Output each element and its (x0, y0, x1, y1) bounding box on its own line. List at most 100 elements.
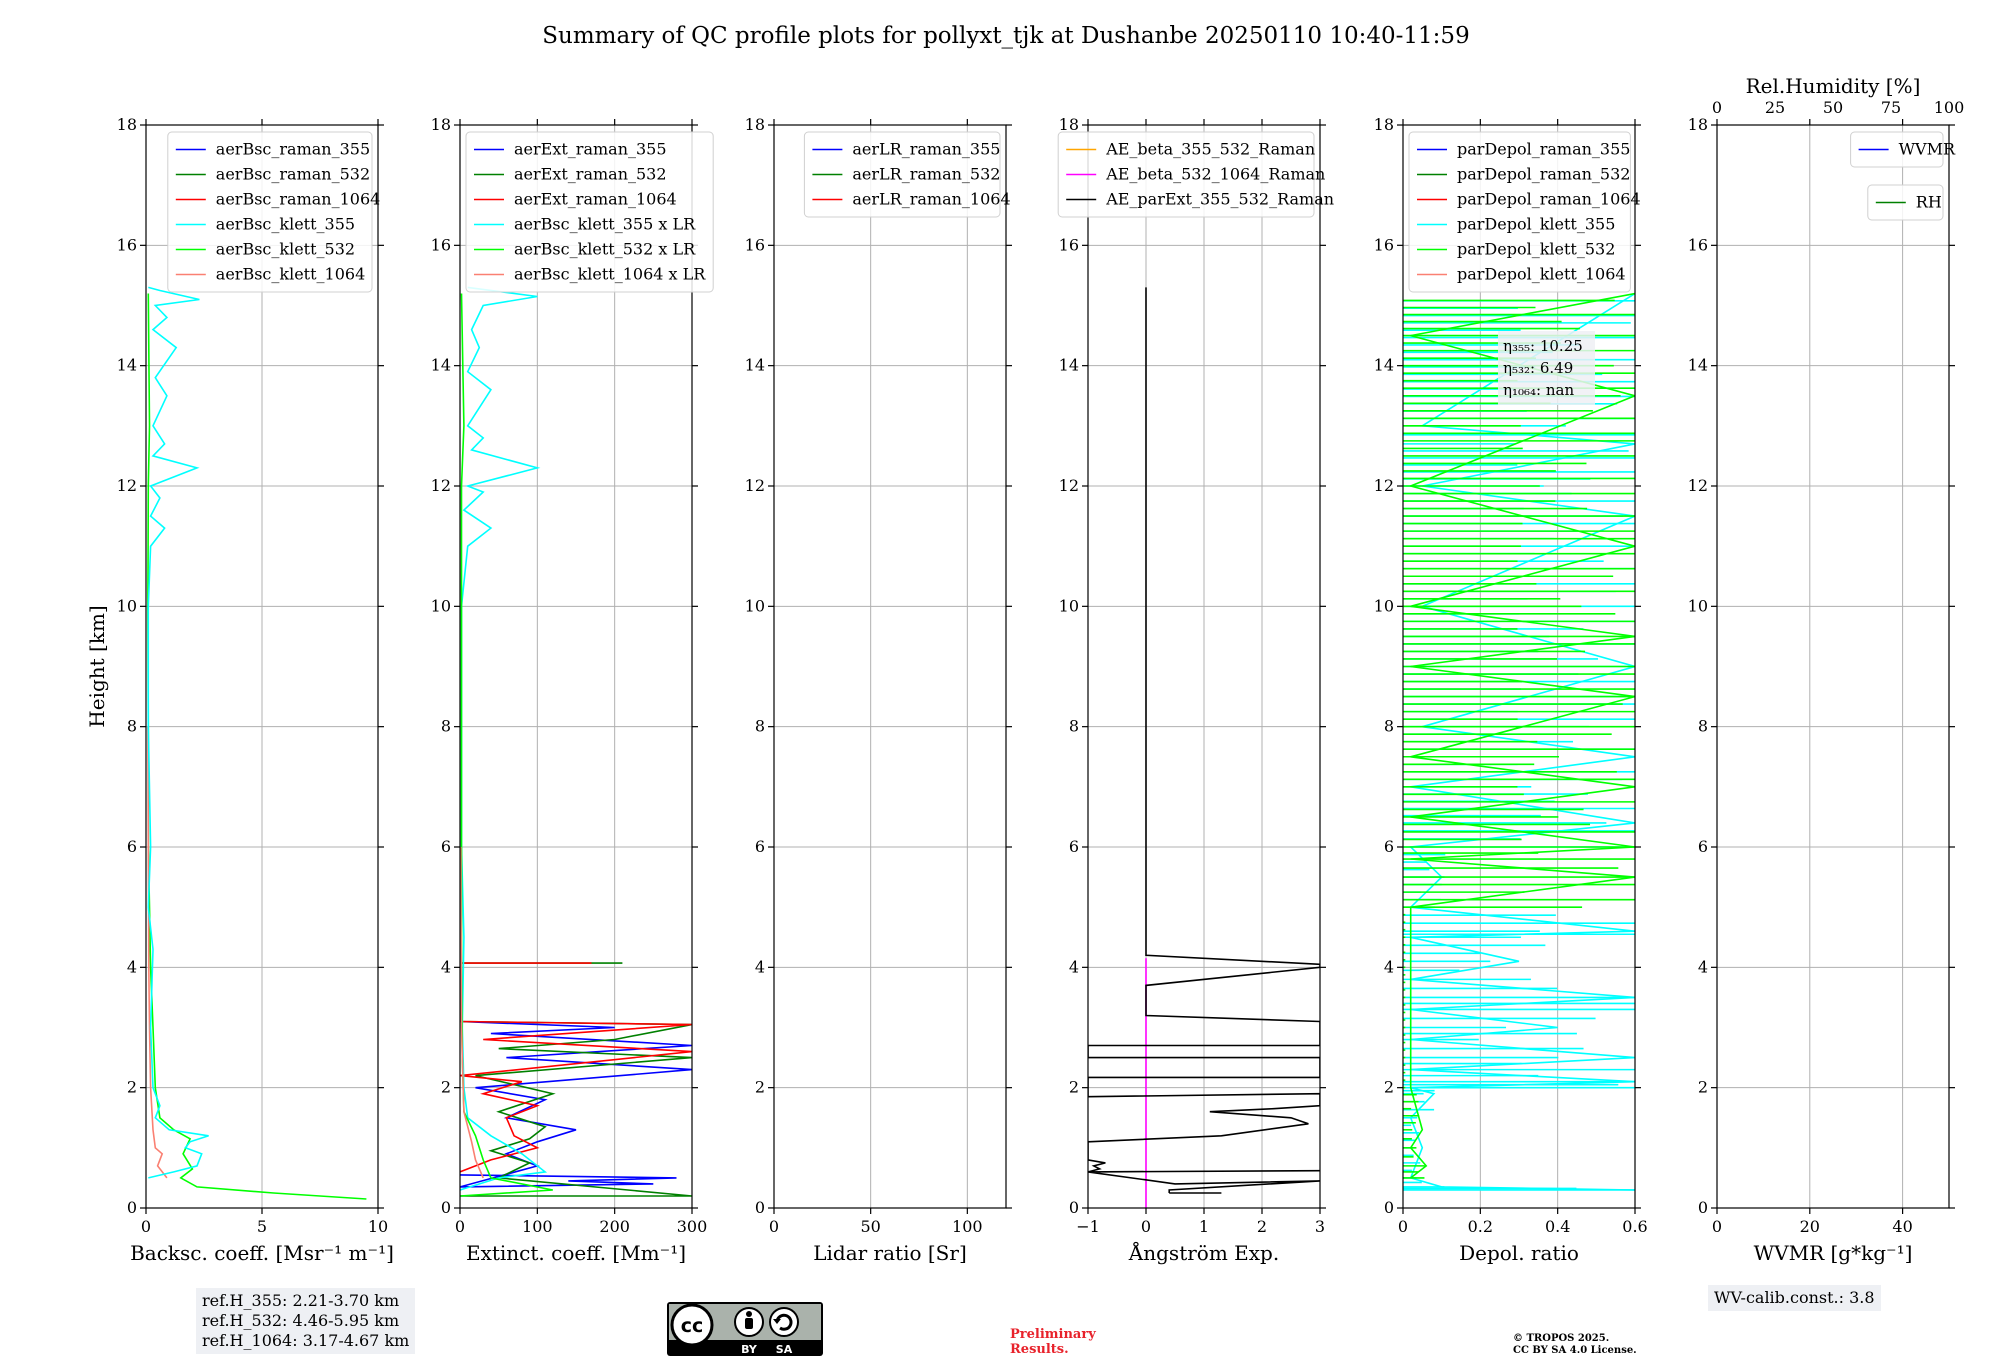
y-tick-label: 4 (127, 957, 137, 976)
y-tick-label: 4 (1384, 957, 1394, 976)
refh-355: ref.H_355: 2.21-3.70 km (202, 1291, 400, 1310)
y-tick-label: 18 (1688, 115, 1708, 134)
legend-label: parDepol_raman_355 (1457, 140, 1630, 159)
figure-title: Summary of QC profile plots for pollyxt_… (542, 23, 1469, 49)
y-tick-label: 18 (117, 115, 137, 134)
wv-calib-const: WV-calib.const.: 3.8 (1714, 1288, 1875, 1307)
x-tick-label: 300 (677, 1217, 708, 1236)
x-tick-label: 50 (860, 1217, 880, 1236)
legend-label: parDepol_klett_532 (1457, 240, 1615, 259)
plot-frame (459, 124, 693, 1209)
legend-label: aerLR_raman_355 (852, 140, 1000, 159)
legend-label: AE_parExt_355_532_Raman (1105, 190, 1334, 209)
series-parDepol_klett_355 (1408, 292, 1635, 1191)
y-tick-label: 0 (1069, 1198, 1079, 1217)
wv-calib-box: WV-calib.const.: 3.8 (1708, 1285, 1881, 1311)
legend-label: AE_beta_355_532_Raman (1105, 140, 1315, 159)
x-axis-label: WVMR [g*kg⁻¹] (1754, 1241, 1913, 1265)
legend-label: aerBsc_klett_1064 x LR (514, 265, 706, 284)
x-axis-label: Ångström Exp. (1128, 1240, 1279, 1265)
legend-label: AE_beta_532_1064_Raman (1105, 165, 1325, 184)
preliminary-line2: Results. (1010, 1342, 1069, 1357)
y-tick-label: 2 (1698, 1078, 1708, 1097)
y-tick-label: 6 (755, 837, 765, 856)
copyright-line2: CC BY SA 4.0 License. (1513, 1345, 1637, 1356)
y-tick-label: 12 (745, 476, 765, 495)
y-tick-label: 14 (1374, 356, 1394, 375)
top-x-tick-label: 75 (1881, 98, 1901, 117)
top-x-tick-label: 100 (1934, 98, 1965, 117)
y-tick-label: 8 (755, 717, 765, 736)
y-tick-label: 8 (441, 717, 451, 736)
legend-label: aerBsc_klett_1064 (216, 265, 365, 284)
top-x-tick-label: 25 (1765, 98, 1785, 117)
x-tick-label: 0 (1712, 1217, 1722, 1236)
legend-label: aerExt_raman_532 (514, 165, 667, 184)
y-tick-label: 2 (1069, 1078, 1079, 1097)
y-tick-label: 14 (117, 356, 137, 375)
series-aerBsc_klett_532 (147, 293, 367, 1200)
y-tick-label: 0 (1698, 1198, 1708, 1217)
panel-extinction: 0 100 200 300 0 2 4 6 8 10 12 14 16 18 Extinct. coeff.… (431, 115, 714, 1265)
legend-label: WVMR (1899, 140, 1956, 159)
y-tick-label: 18 (1059, 115, 1079, 134)
legend-label: aerBsc_raman_532 (216, 165, 370, 184)
copyright-line1: © TROPOS 2025. (1513, 1333, 1610, 1344)
legend-label: aerBsc_klett_355 (216, 215, 355, 234)
y-tick-label: 10 (1059, 596, 1079, 615)
x-tick-label: 0 (455, 1217, 465, 1236)
y-tick-label: 8 (1698, 717, 1708, 736)
legend-label: aerLR_raman_532 (852, 165, 1000, 184)
plot-frame (1716, 124, 1950, 1209)
x-axis-label: Backsc. coeff. [Msr⁻¹ m⁻¹] (130, 1241, 394, 1265)
legend-label: aerLR_raman_1064 (852, 190, 1010, 209)
legend: aerLR_raman_355 aerLR_raman_532 aerLR_rama… (803, 131, 1011, 218)
y-tick-label: 16 (1374, 235, 1394, 254)
y-tick-label: 4 (441, 957, 451, 976)
y-tick-label: 10 (745, 596, 765, 615)
y-tick-label: 10 (431, 596, 451, 615)
x-tick-label: −1 (1076, 1217, 1100, 1236)
x-tick-label: 1 (1199, 1217, 1209, 1236)
y-tick-label: 8 (127, 717, 137, 736)
x-axis-label: Extinct. coeff. [Mm⁻¹] (466, 1241, 686, 1265)
y-tick-label: 6 (1384, 837, 1394, 856)
legend-label: aerBsc_klett_532 (216, 240, 355, 259)
y-tick-label: 14 (1688, 356, 1708, 375)
legend: aerExt_raman_355 aerExt_raman_532 aerExt_r… (465, 131, 714, 293)
y-tick-label: 6 (441, 837, 451, 856)
x-tick-label: 0 (769, 1217, 779, 1236)
series-aerBsc_klett_532 x LR (460, 293, 553, 1197)
legend-label: parDepol_raman_1064 (1457, 190, 1641, 209)
cc-by-sa-badge: cc BY SA (667, 1302, 823, 1356)
x-tick-label: 100 (952, 1217, 983, 1236)
top-x-tick-label: 50 (1823, 98, 1843, 117)
y-tick-label: 2 (127, 1078, 137, 1097)
series-aerBsc_klett_355 x LR (460, 286, 548, 1191)
y-tick-label: 0 (755, 1198, 765, 1217)
eta-355: η₃₅₅: 10.25 (1503, 337, 1583, 355)
panel-wvmr: 0 20 40 0 2 4 6 8 10 12 14 16 18 WVMR [g*kg⁻¹] 0 25 50 75… (1688, 74, 1965, 1265)
y-tick-label: 12 (1059, 476, 1079, 495)
y-tick-label: 2 (755, 1078, 765, 1097)
top-x-tick-label: 0 (1712, 98, 1722, 117)
eta-box: η₃₅₅: 10.25 η₅₃₂: 6.49 η₁₀₆₄: nan (1498, 331, 1595, 405)
y-tick-label: 12 (431, 476, 451, 495)
y-tick-label: 14 (745, 356, 765, 375)
x-tick-label: 2 (1257, 1217, 1267, 1236)
y-tick-label: 12 (117, 476, 137, 495)
eta-1064: η₁₀₆₄: nan (1503, 381, 1574, 399)
y-tick-label: 14 (431, 356, 451, 375)
y-tick-label: 2 (1384, 1078, 1394, 1097)
legend-label: parDepol_klett_355 (1457, 215, 1615, 234)
preliminary-line1: Preliminary (1010, 1327, 1096, 1342)
x-tick-label: 0.4 (1545, 1217, 1570, 1236)
legend-label: aerBsc_raman_1064 (216, 190, 381, 209)
x-axis-label: Depol. ratio (1459, 1241, 1579, 1265)
panel-backscatter: 0 5 10 0 2 4 6 8 10 12 14 16 18 Backsc. coeff. [Msr⁻¹… (85, 115, 394, 1265)
refh-1064: ref.H_1064: 3.17-4.67 km (202, 1331, 410, 1350)
top-x-axis-label: Rel.Humidity [%] (1746, 74, 1921, 98)
y-tick-label: 16 (1688, 235, 1708, 254)
y-tick-label: 0 (127, 1198, 137, 1217)
